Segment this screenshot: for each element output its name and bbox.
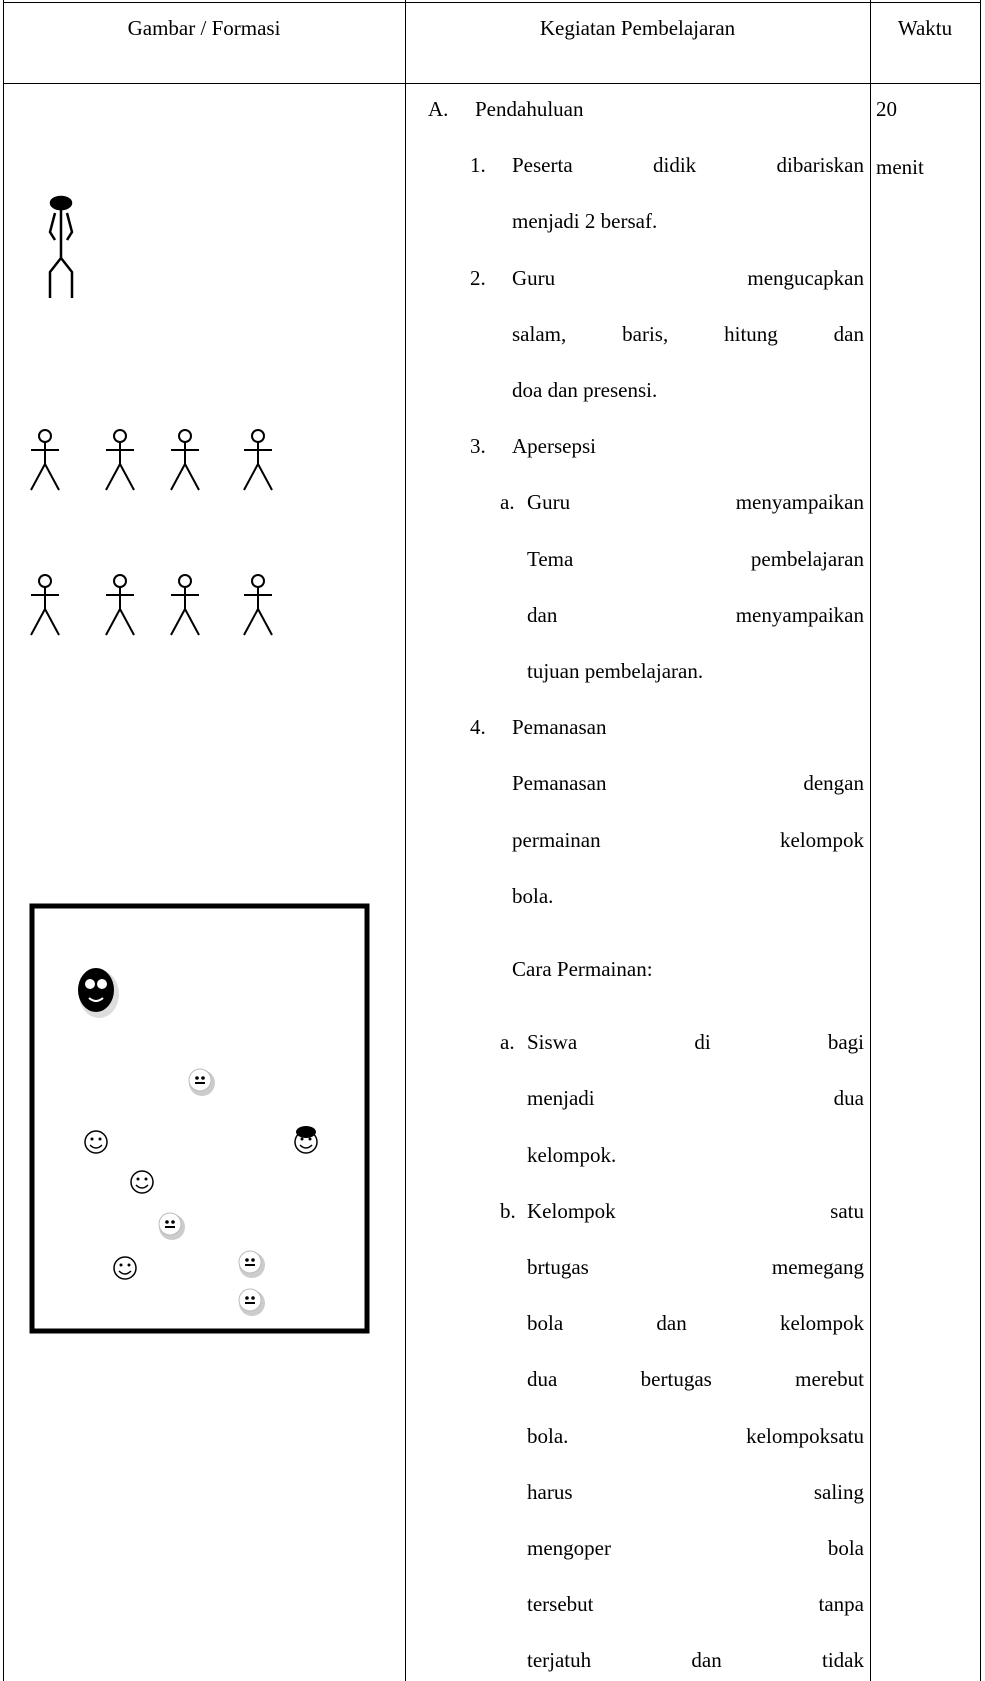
player: [130, 1170, 154, 1194]
table-border: [3, 2, 981, 3]
time-value: 20: [876, 97, 897, 121]
player: [294, 1126, 318, 1154]
item-marker: 3.: [470, 434, 486, 459]
subitem-text: brtugas memegang: [527, 1255, 864, 1279]
item-title: Apersepsi: [512, 434, 596, 459]
player: [158, 1212, 185, 1240]
stick-figure: [170, 429, 200, 491]
player: [188, 1068, 215, 1096]
subitem-text: Kelompok satu: [527, 1198, 864, 1223]
subitem-text: kelompok.: [527, 1142, 617, 1167]
item-marker: 4.: [470, 715, 486, 740]
subitem-text: Guru menyampaikan: [527, 490, 864, 515]
stick-figure: [243, 429, 273, 491]
single-figure: [48, 195, 74, 298]
item-marker: 1.: [470, 153, 486, 178]
subitem-text: menjadi dua: [527, 1086, 864, 1111]
stick-figure: [30, 574, 60, 636]
item-marker: 2.: [470, 265, 486, 290]
stick-figure: [105, 429, 135, 491]
subitem-text: tersebut tanpa: [527, 1592, 864, 1617]
player: [84, 1130, 108, 1154]
player: [113, 1256, 137, 1280]
item-text: Pemanasan dengan: [512, 771, 864, 796]
subitem-text: mengoper bola: [527, 1536, 864, 1560]
item-text: Guru mengucapkan: [512, 265, 864, 290]
header-cell: Gambar / Formasi: [127, 16, 281, 40]
player: [238, 1288, 265, 1316]
player: [238, 1250, 265, 1278]
subitem-text: harus saling: [527, 1479, 864, 1504]
subitem-marker: a.: [500, 1030, 515, 1055]
column-border: [870, 0, 871, 1681]
subitem-text: Tema pembelajaran: [527, 546, 864, 571]
rules-title: Cara Permainan:: [512, 957, 653, 981]
item-text: permainan kelompok: [512, 827, 864, 852]
subitem-marker: a.: [500, 490, 515, 515]
header-cell: Kegiatan Pembelajaran: [539, 16, 736, 40]
item-title: Pemanasan: [512, 715, 607, 740]
players: [78, 968, 318, 1316]
column-border: [405, 0, 406, 1681]
table-border: [980, 0, 981, 1681]
header-border: [3, 83, 981, 84]
section-title: Pendahuluan: [475, 97, 584, 121]
table-border: [3, 0, 4, 1681]
subitem-text: bola dan kelompok: [527, 1311, 864, 1336]
header-cell: Waktu: [897, 16, 953, 40]
subitem-text: bola. kelompoksatu: [527, 1423, 864, 1448]
stick-figure: [170, 574, 200, 636]
stick-figure: [105, 574, 135, 636]
subitem-text: dua bertugas merebut: [527, 1367, 864, 1392]
stick-figure: [243, 574, 273, 636]
subitem-text: dan menyampaikan: [527, 602, 864, 627]
item-text: bola.: [512, 883, 554, 908]
section-marker: A.: [428, 97, 449, 121]
subitem-text: Siswa di bagi: [527, 1030, 864, 1055]
subitem-marker: b.: [500, 1198, 516, 1223]
subitem-text: tujuan pembelajaran.: [527, 659, 704, 683]
item-text: menjadi 2 bersaf.: [512, 209, 658, 234]
item-text: Peserta didik dibariskan: [512, 153, 864, 178]
item-text: salam, baris, hitung dan: [512, 321, 864, 346]
figure-rows: [30, 429, 273, 636]
time-unit: menit: [876, 155, 924, 179]
subitem-text: terjatuh dan tidak: [527, 1648, 864, 1673]
item-text: doa dan presensi.: [512, 378, 658, 402]
player: [78, 968, 119, 1018]
stick-figure: [30, 429, 60, 491]
field: [29, 903, 370, 1334]
formation-illustrations: [29, 195, 370, 1334]
